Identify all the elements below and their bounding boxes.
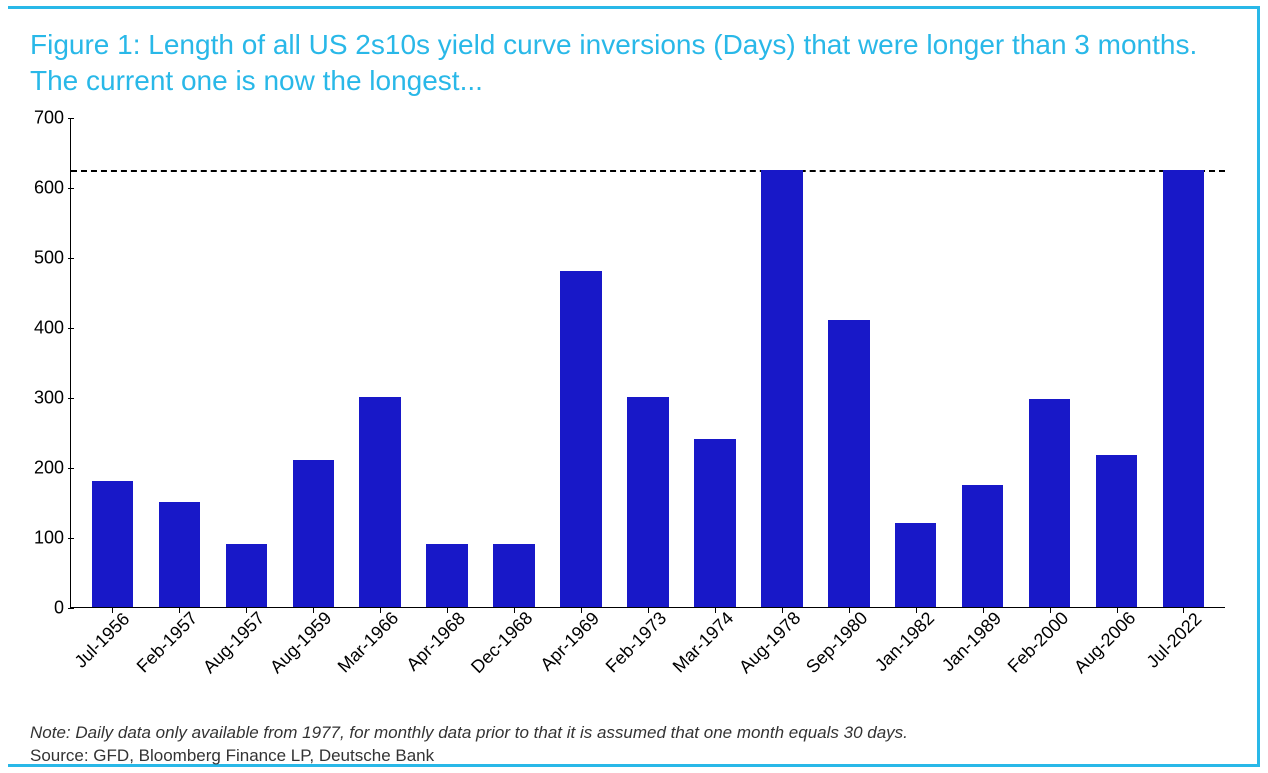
bar-slot	[615, 118, 682, 607]
bar	[226, 544, 268, 607]
bar-slot	[815, 118, 882, 607]
chart-area: 0100200300400500600700	[70, 118, 1225, 608]
bars-container	[71, 118, 1225, 607]
bar-slot	[1083, 118, 1150, 607]
y-tick-label: 700	[30, 107, 64, 128]
y-tick-label: 100	[30, 527, 64, 548]
bar-slot	[882, 118, 949, 607]
figure-footnote: Note: Daily data only available from 197…	[30, 722, 1235, 768]
bar	[560, 271, 602, 606]
y-tick-label: 200	[30, 457, 64, 478]
plot-region	[70, 118, 1225, 608]
y-tick-label: 500	[30, 247, 64, 268]
figure-title: Figure 1: Length of all US 2s10s yield c…	[30, 27, 1235, 100]
bar	[895, 523, 937, 607]
x-label-slot: Jul-2022	[1150, 608, 1217, 718]
bar	[627, 397, 669, 607]
bar	[828, 320, 870, 606]
bar	[359, 397, 401, 607]
bar-slot	[347, 118, 414, 607]
bar-slot	[213, 118, 280, 607]
y-tick-label: 600	[30, 177, 64, 198]
x-label-slot: Aug-2006	[1083, 608, 1150, 718]
bar	[1029, 399, 1071, 607]
bar	[1163, 170, 1205, 607]
bar	[159, 502, 201, 607]
bar-slot	[681, 118, 748, 607]
x-tick-label: Jul-1956	[70, 608, 134, 672]
bar	[493, 544, 535, 607]
bar	[293, 460, 335, 607]
bar	[962, 485, 1004, 607]
bar-slot	[548, 118, 615, 607]
y-axis: 0100200300400500600700	[30, 118, 68, 608]
bar	[761, 170, 803, 607]
x-tick-label: Jul-2022	[1142, 608, 1206, 672]
y-tick-label: 300	[30, 387, 64, 408]
x-tick-label: Apr-1969	[536, 608, 603, 675]
bar-slot	[414, 118, 481, 607]
bar-slot	[481, 118, 548, 607]
bar-slot	[1016, 118, 1083, 607]
figure-frame: Figure 1: Length of all US 2s10s yield c…	[8, 6, 1260, 767]
bar-slot	[949, 118, 1016, 607]
x-axis-labels: Jul-1956Feb-1957Aug-1957Aug-1959Mar-1966…	[70, 608, 1225, 718]
bar-slot	[748, 118, 815, 607]
bar-slot	[1150, 118, 1217, 607]
source-text: Source: GFD, Bloomberg Finance LP, Deuts…	[30, 745, 1235, 768]
y-tick-label: 0	[30, 597, 64, 618]
note-text: Note: Daily data only available from 197…	[30, 722, 1235, 745]
bar	[1096, 455, 1138, 607]
x-tick-label: Apr-1968	[402, 608, 469, 675]
bar-slot	[280, 118, 347, 607]
bar-slot	[146, 118, 213, 607]
x-label-slot: Mar-1966	[346, 608, 413, 718]
y-tick-label: 400	[30, 317, 64, 338]
x-label-slot: Dec-1968	[480, 608, 547, 718]
bar	[92, 481, 134, 607]
bar-slot	[79, 118, 146, 607]
bar	[694, 439, 736, 607]
bar	[426, 544, 468, 607]
